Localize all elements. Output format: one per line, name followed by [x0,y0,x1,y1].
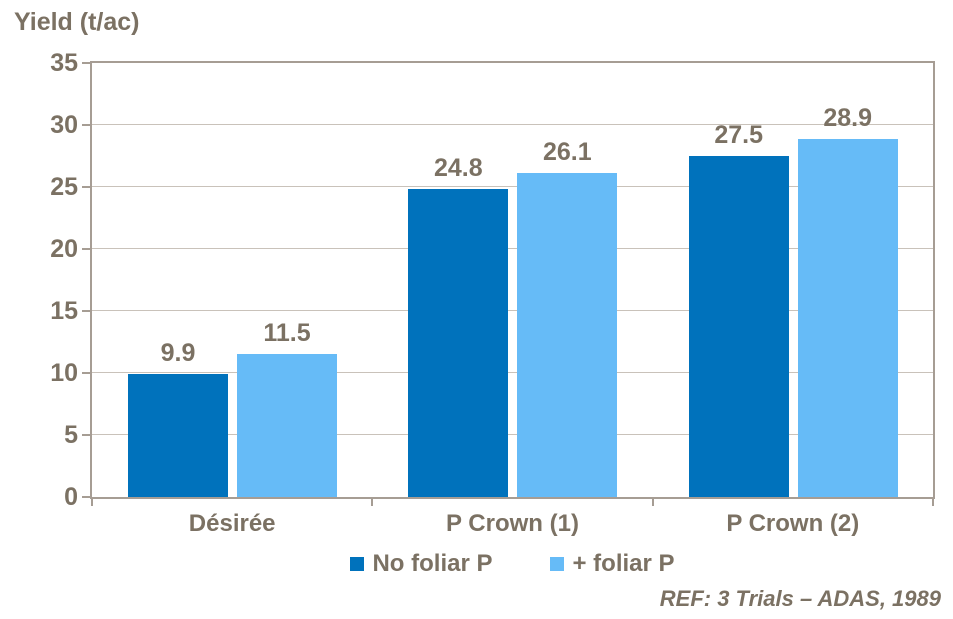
y-axis-tick-label: 20 [50,235,78,263]
bar-no-foliar-p-1 [128,374,228,497]
y-axis-tick-label: 15 [50,297,78,325]
bar-value-label: 28.9 [823,103,872,132]
legend: No foliar P + foliar P [92,550,933,578]
bar-foliar-p-1 [237,354,337,497]
gridline [92,310,933,311]
bar-no-foliar-p-3 [688,156,789,497]
legend-swatch-icon [350,557,365,571]
y-axis-tick-label: 35 [50,49,78,77]
bar-value-label: 9.9 [160,339,196,368]
gridline [92,248,933,249]
legend-item: No foliar P [350,550,492,578]
x-axis-category-label: P Crown (2) [726,510,860,537]
bar-value-label: 11.5 [263,319,311,348]
x-axis-tick [651,499,654,506]
y-axis-tick-label: 0 [64,483,78,511]
bar-no-foliar-p-2 [408,189,509,497]
bar-foliar-p-2 [517,173,618,497]
y-axis-tick [82,248,90,250]
plot-area: 9.9 24.8 27.5 11.5 26.1 28.9 [90,61,935,499]
reference-note: REF: 3 Trials – ADAS, 1989 [659,586,941,611]
y-axis-tick [82,496,90,498]
y-axis-tick-label: 5 [64,421,78,449]
y-axis-tick-label: 25 [50,173,78,201]
gridline [92,124,933,125]
gridline [92,434,933,435]
bar-value-label: 24.8 [433,154,483,183]
x-axis-tick [91,499,93,506]
x-axis-category-label: Désirée [188,510,276,537]
y-axis-title: Yield (t/ac) [14,8,140,36]
legend-item: + foliar P [550,550,675,578]
y-axis-tick [82,62,90,64]
y-axis-tick [82,186,90,188]
x-axis-category-label: P Crown (1) [446,510,579,537]
gridline [92,186,933,187]
y-axis-tick-label: 10 [50,359,78,387]
gridline [92,372,933,373]
x-axis-tick [932,499,934,506]
y-axis-tick-label: 30 [50,111,78,139]
bar-value-label: 27.5 [714,121,763,149]
bar-value-label: 26.1 [542,138,592,167]
legend-label: + foliar P [572,550,675,577]
x-axis-tick [371,499,374,506]
y-axis-tick [82,372,90,374]
y-axis-tick [82,434,90,436]
bar-foliar-p-3 [797,138,898,497]
legend-swatch-icon [550,557,565,571]
legend-label: No foliar P [372,550,493,577]
y-axis-tick [82,124,90,126]
y-axis-tick [82,310,90,312]
